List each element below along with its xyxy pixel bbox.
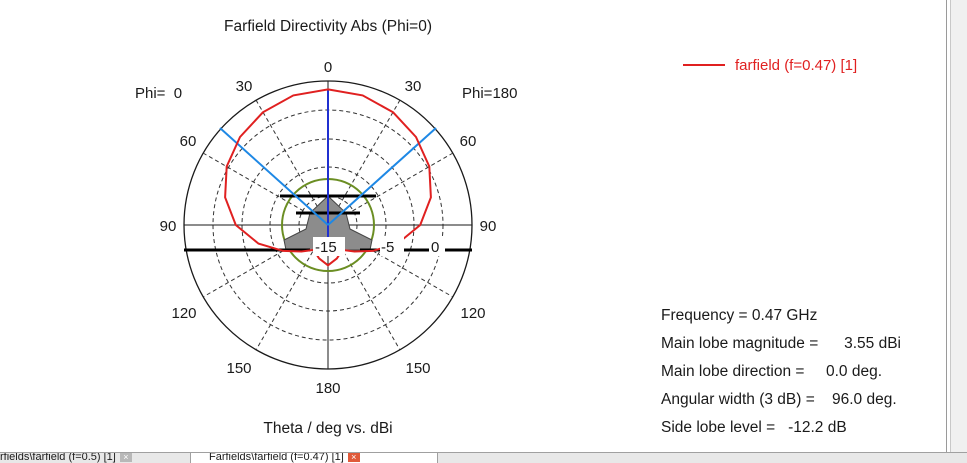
angle-label-0: 0 (324, 59, 332, 76)
phi-right-label: Phi=180 (462, 85, 517, 102)
x-axis-label: Theta / deg vs. dBi (263, 420, 392, 437)
tab-farfield-f05[interactable]: rfields\farfield (f=0.5) [1] × (0, 453, 183, 463)
tab-bar: rfields\farfield (f=0.5) [1] × Farfields… (0, 452, 967, 463)
tab-farfield-f047[interactable]: Farfields\farfield (f=0.47) [1] × (190, 453, 438, 463)
angle-label-90-right: 90 (480, 218, 497, 235)
tab-label: rfields\farfield (f=0.5) [1] (0, 452, 116, 463)
angle-label-90-left: 90 (160, 218, 177, 235)
angle-label-60-right: 60 (460, 133, 477, 150)
angle-label-150-left: 150 (226, 360, 251, 377)
angle-label-150-right: 150 (405, 360, 430, 377)
stat-angular-width: Angular width (3 dB) = 96.0 deg. (661, 391, 897, 408)
close-icon[interactable]: × (119, 453, 132, 462)
close-icon[interactable]: × (347, 453, 360, 462)
tab-label: Farfields\farfield (f=0.47) [1] (209, 452, 344, 463)
radial-label-outer: 0 (431, 239, 439, 256)
legend-label: farfield (f=0.47) [1] (735, 56, 858, 74)
spoke-30 (255, 99, 401, 351)
radial-label-bg (313, 237, 345, 256)
angle-label-30-left: 30 (236, 78, 253, 95)
angle-label-60-left: 60 (180, 133, 197, 150)
vertical-scrollbar[interactable] (950, 0, 967, 452)
radial-label-bg-2 (380, 237, 404, 256)
beamwidth-line-right (327, 127, 437, 226)
angle-label-120-right: 120 (460, 305, 485, 322)
legend-line-swatch (683, 64, 725, 66)
angle-label-30-right: 30 (405, 78, 422, 95)
plot-title: Farfield Directivity Abs (Phi=0) (224, 18, 432, 35)
spoke-60 (202, 152, 454, 298)
radial-label-inner: -15 (315, 239, 337, 256)
stat-side-lobe-level: Side lobe level = -12.2 dB (661, 419, 847, 436)
farfield-curve (224, 88, 432, 267)
legend: farfield (f=0.47) [1] (683, 54, 857, 76)
spoke-120 (202, 152, 454, 298)
spoke-150 (255, 99, 401, 351)
polar-plot: Farfield Directivity Abs (Phi=0) Theta /… (135, 18, 517, 437)
stat-main-lobe-magnitude: Main lobe magnitude = 3.55 dBi (661, 335, 901, 352)
stat-main-lobe-direction: Main lobe direction = 0.0 deg. (661, 363, 883, 380)
radial-label-bg-3 (429, 237, 445, 256)
phi-left-label: Phi= 0 (135, 85, 182, 102)
angle-label-120-left: 120 (171, 305, 196, 322)
window-frame (946, 0, 947, 452)
stat-frequency: Frequency = 0.47 GHz (661, 307, 818, 324)
stats-panel: Frequency = 0.47 GHz Main lobe magnitude… (661, 302, 901, 442)
angle-label-180: 180 (315, 380, 340, 397)
radial-label-mid: -5 (381, 239, 394, 256)
beamwidth-line-left (219, 127, 329, 226)
